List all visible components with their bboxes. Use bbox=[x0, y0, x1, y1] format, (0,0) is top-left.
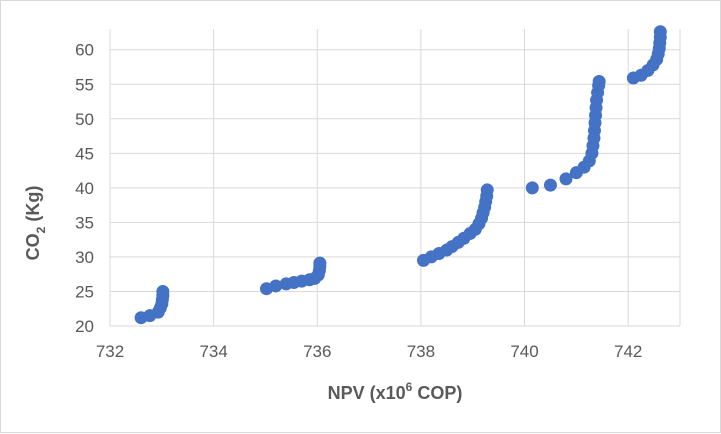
x-tick-label: 742 bbox=[614, 342, 642, 361]
data-series bbox=[134, 25, 667, 325]
data-point bbox=[313, 256, 327, 270]
y-tick-label: 25 bbox=[75, 282, 94, 301]
y-tick-label: 20 bbox=[75, 317, 94, 336]
y-tick-label: 30 bbox=[75, 248, 94, 267]
x-axis-title: NPV (x106 COP) bbox=[328, 380, 463, 403]
data-point bbox=[525, 181, 539, 195]
x-tick-label: 732 bbox=[96, 342, 124, 361]
y-axis-title: CO2 (Kg) bbox=[23, 186, 48, 261]
data-point bbox=[592, 74, 606, 88]
y-tick-label: 45 bbox=[75, 144, 94, 163]
x-tick-label: 734 bbox=[199, 342, 227, 361]
data-point bbox=[543, 178, 557, 192]
data-point bbox=[559, 172, 573, 186]
gridlines bbox=[109, 29, 681, 327]
data-point bbox=[653, 25, 667, 39]
data-point bbox=[269, 279, 283, 293]
data-point bbox=[156, 284, 170, 298]
y-tick-label: 50 bbox=[75, 110, 94, 129]
y-tick-label: 60 bbox=[75, 41, 94, 60]
y-axis-tick-labels: 20 25 30 35 40 45 50 55 60 bbox=[75, 41, 94, 336]
x-tick-label: 736 bbox=[303, 342, 331, 361]
x-axis-tick-labels: 732 734 736 738 740 742 bbox=[96, 342, 643, 361]
x-tick-label: 740 bbox=[510, 342, 538, 361]
y-tick-label: 55 bbox=[75, 75, 94, 94]
y-tick-label: 35 bbox=[75, 213, 94, 232]
data-point bbox=[480, 183, 494, 197]
y-tick-label: 40 bbox=[75, 179, 94, 198]
x-tick-label: 738 bbox=[407, 342, 435, 361]
